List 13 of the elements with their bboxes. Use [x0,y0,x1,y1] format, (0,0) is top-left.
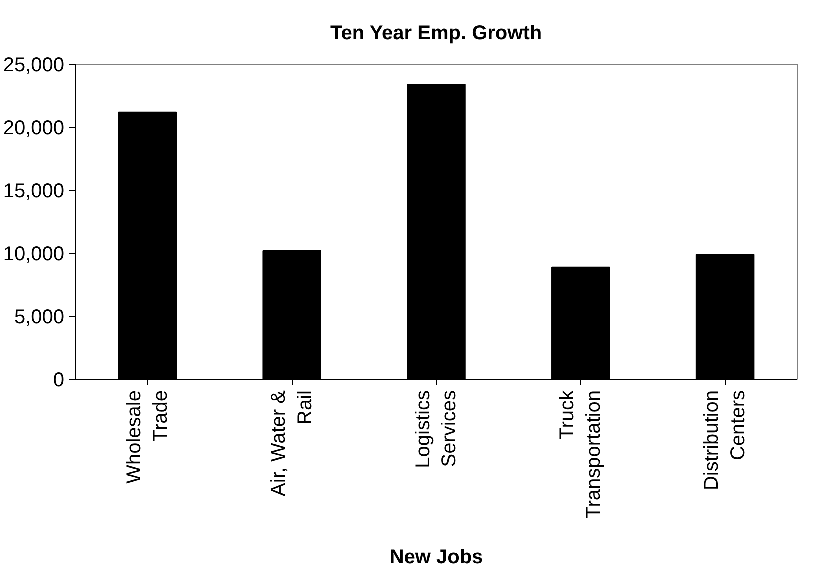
y-tick-label: 10,000 [3,244,64,266]
y-tick-label: 20,000 [3,118,64,140]
chart-title: Ten Year Emp. Growth [330,22,542,44]
x-tick-label: Distribution Centers [701,390,750,491]
y-tick-label: 5,000 [14,306,65,328]
x-tick-label: Wholesale Trade [124,390,172,484]
x-tick-label: Air, Water & Rail [268,390,316,496]
y-tick-label: 0 [53,370,64,392]
y-tick-label: 25,000 [3,54,64,76]
x-tick-label: Truck Transportation [556,390,606,519]
x-axis-title: New Jobs [390,546,484,569]
y-tick-label: 15,000 [3,180,64,202]
x-tick-label: Logistics Services [412,390,461,468]
